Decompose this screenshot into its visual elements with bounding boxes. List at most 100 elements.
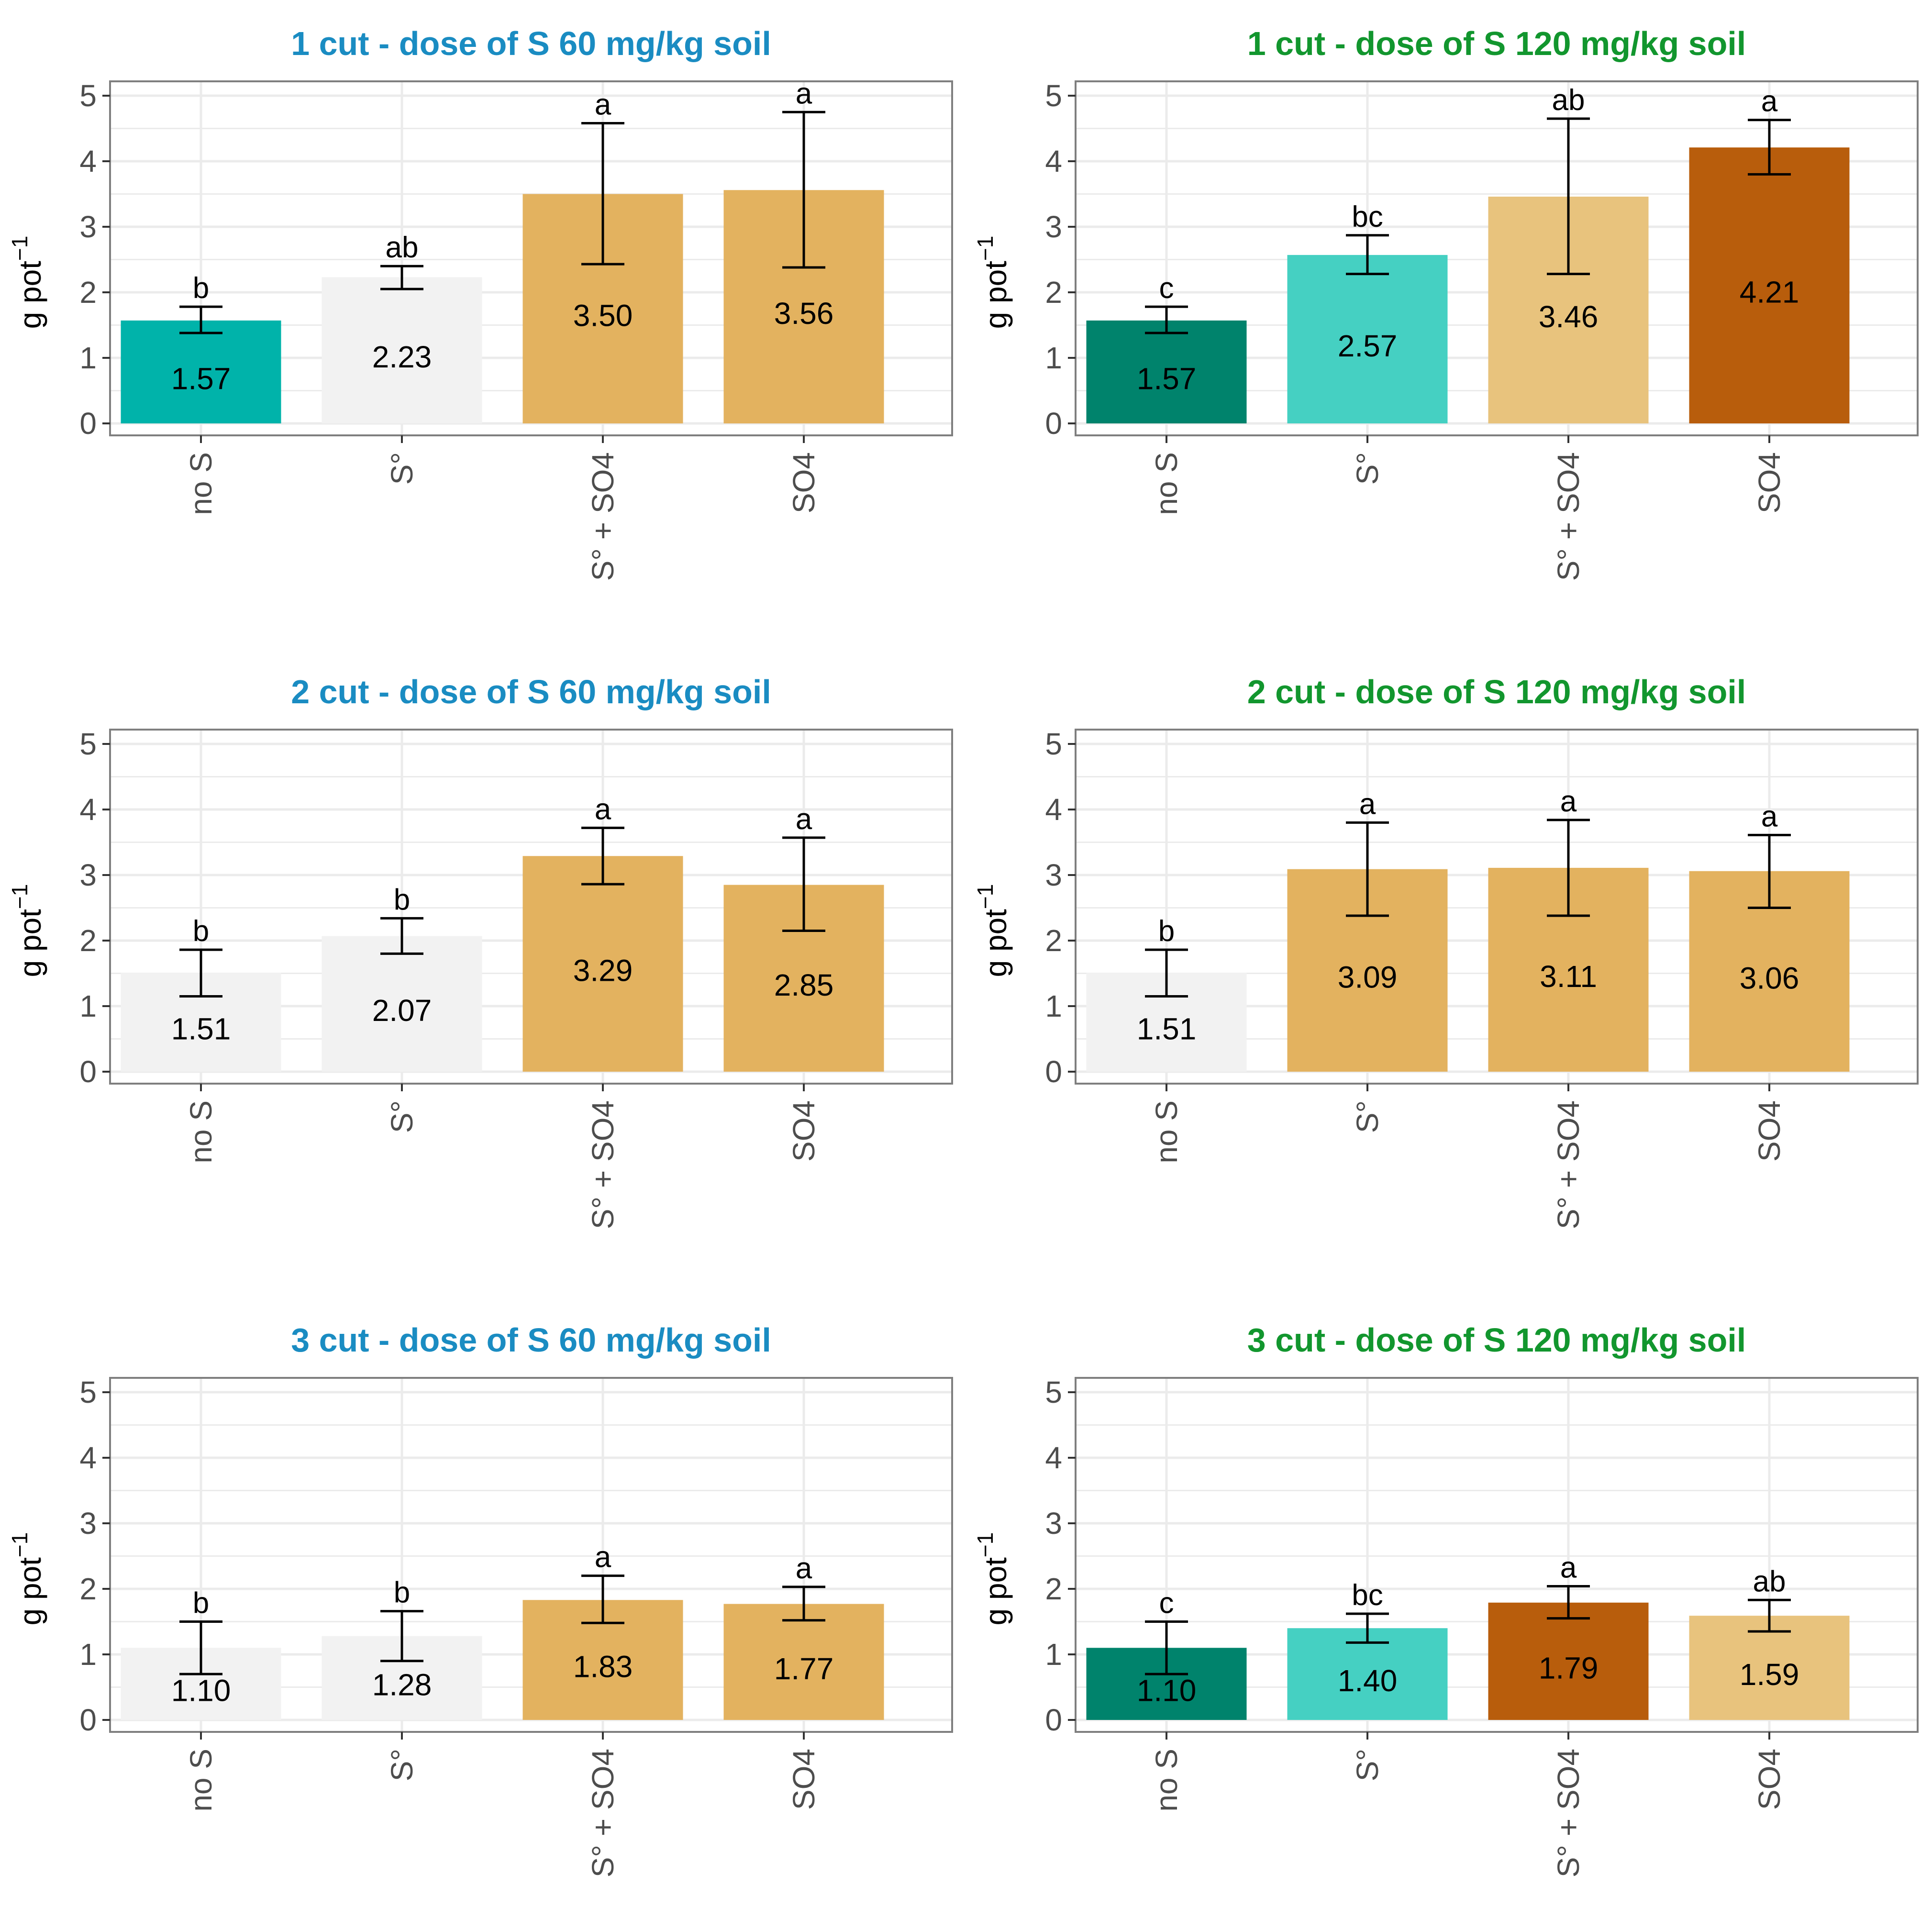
significance-letter: bc bbox=[1352, 200, 1383, 233]
x-tick-label: S° bbox=[385, 1749, 419, 1781]
bar-value-label: 1.51 bbox=[1137, 1012, 1197, 1046]
error-bar bbox=[1547, 1585, 1590, 1620]
bar-value-label: 3.56 bbox=[774, 296, 834, 331]
y-axis-label: g pot−1 bbox=[973, 884, 1013, 977]
bar-value-label: 2.57 bbox=[1338, 329, 1398, 363]
x-tick-label: no S bbox=[184, 452, 218, 515]
error-bar bbox=[380, 917, 423, 955]
y-tick-label: 3 bbox=[1045, 858, 1062, 892]
bar-value-label: 3.46 bbox=[1539, 299, 1599, 334]
bar-value-label: 2.85 bbox=[774, 968, 834, 1002]
bar-value-label: 1.57 bbox=[1137, 361, 1197, 396]
x-tick-label: S° + SO4 bbox=[586, 452, 620, 581]
chart-panel: 1 cut - dose of S 60 mg/kg soil 1.57 2.23 3… bbox=[7, 25, 953, 581]
y-axis-label-main: g pot bbox=[978, 1557, 1013, 1626]
error-bar bbox=[1145, 948, 1188, 998]
y-tick-label: 2 bbox=[1045, 923, 1062, 958]
significance-letter: b bbox=[193, 272, 209, 305]
error-bar bbox=[1346, 821, 1389, 917]
y-tick-label: 0 bbox=[79, 406, 97, 441]
bar-value-label: 1.10 bbox=[1137, 1674, 1197, 1708]
plot-border bbox=[109, 80, 953, 436]
significance-letter: a bbox=[1560, 1552, 1577, 1585]
y-axis-label: g pot−1 bbox=[7, 236, 47, 329]
y-tick-label: 1 bbox=[1045, 989, 1062, 1023]
y-tick-label: 5 bbox=[79, 727, 97, 761]
y-tick-label: 1 bbox=[1045, 1637, 1062, 1672]
significance-letter: bc bbox=[1352, 1579, 1383, 1612]
bar bbox=[121, 320, 281, 423]
significance-letter: ab bbox=[1552, 84, 1585, 117]
significance-letter: a bbox=[796, 803, 812, 836]
y-tick-label: 4 bbox=[1045, 144, 1062, 178]
significance-letter: a bbox=[1761, 800, 1778, 833]
error-bar bbox=[179, 1620, 222, 1675]
y-axis-label-main: g pot bbox=[13, 909, 47, 977]
y-tick-label: 5 bbox=[1045, 78, 1062, 113]
plot-border bbox=[109, 1377, 953, 1733]
y-axis-label-main: g pot bbox=[13, 1557, 47, 1626]
bar-value-label: 1.77 bbox=[774, 1652, 834, 1686]
y-tick-label: 0 bbox=[79, 1054, 97, 1089]
bar bbox=[723, 1604, 884, 1720]
y-tick-label: 1 bbox=[1045, 341, 1062, 375]
y-tick-label: 5 bbox=[79, 78, 97, 113]
significance-letter: b bbox=[193, 915, 209, 948]
x-tick-label: S° bbox=[1350, 1749, 1385, 1781]
y-tick-label: 1 bbox=[79, 1637, 97, 1672]
x-tick-label: SO4 bbox=[1752, 1749, 1787, 1810]
bar-value-label: 4.21 bbox=[1740, 275, 1799, 310]
significance-letter: a bbox=[1359, 787, 1376, 820]
error-bar bbox=[782, 111, 825, 269]
y-tick-label: 3 bbox=[79, 210, 97, 244]
significance-letter: b bbox=[394, 1576, 410, 1609]
error-bar bbox=[179, 305, 222, 334]
error-bar bbox=[1346, 1612, 1389, 1644]
error-bar bbox=[1145, 305, 1188, 334]
error-bar bbox=[1547, 819, 1590, 917]
bar bbox=[1086, 320, 1247, 423]
y-axis-label-superscript: −1 bbox=[7, 236, 32, 261]
y-tick-label: 0 bbox=[79, 1703, 97, 1737]
bar-value-label: 1.83 bbox=[573, 1650, 633, 1684]
error-bar bbox=[782, 1585, 825, 1622]
significance-letter: c bbox=[1159, 1587, 1174, 1620]
y-axis-label-main: g pot bbox=[978, 909, 1013, 977]
x-tick-label: SO4 bbox=[787, 1100, 821, 1162]
bar bbox=[1287, 255, 1448, 423]
x-tick-label: S° + SO4 bbox=[1551, 452, 1586, 581]
error-bar bbox=[581, 1574, 624, 1624]
y-tick-label: 4 bbox=[1045, 792, 1062, 827]
bar bbox=[1689, 147, 1850, 424]
x-tick-label: no S bbox=[1149, 1100, 1184, 1164]
bar-value-label: 1.51 bbox=[171, 1012, 231, 1046]
significance-letter: a bbox=[796, 1552, 812, 1585]
y-axis-label-main: g pot bbox=[13, 261, 47, 329]
bar bbox=[322, 277, 482, 423]
error-bar bbox=[1748, 833, 1791, 909]
y-tick-label: 1 bbox=[79, 341, 97, 375]
x-tick-label: SO4 bbox=[787, 1749, 821, 1810]
y-axis-label-superscript: −1 bbox=[973, 1532, 998, 1557]
x-tick-label: S° + SO4 bbox=[586, 1100, 620, 1229]
y-axis-label-superscript: −1 bbox=[7, 884, 32, 909]
chart-panel: 2 cut - dose of S 60 mg/kg soil 1.51 2.07 3… bbox=[7, 673, 953, 1229]
plot-border bbox=[1075, 80, 1919, 436]
chart-title: 1 cut - dose of S 120 mg/kg soil bbox=[1247, 25, 1746, 62]
y-tick-label: 2 bbox=[79, 1572, 97, 1606]
chart-panel: 2 cut - dose of S 120 mg/kg soil 1.51 3.09… bbox=[973, 673, 1919, 1229]
chart-panel: 3 cut - dose of S 120 mg/kg soil 1.10 1.40… bbox=[973, 1321, 1919, 1877]
x-tick-label: S° + SO4 bbox=[1551, 1100, 1586, 1229]
error-bar bbox=[782, 836, 825, 932]
bar-value-label: 1.10 bbox=[171, 1674, 231, 1708]
significance-letter: a bbox=[796, 77, 812, 110]
bar bbox=[1488, 1602, 1649, 1720]
y-axis-label-main: g pot bbox=[978, 261, 1013, 329]
bar-value-label: 3.50 bbox=[573, 298, 633, 333]
error-bar bbox=[581, 122, 624, 266]
error-bar bbox=[581, 826, 624, 886]
error-bar bbox=[1547, 117, 1590, 276]
chart-title: 3 cut - dose of S 60 mg/kg soil bbox=[291, 1321, 771, 1359]
error-bar bbox=[1346, 234, 1389, 276]
